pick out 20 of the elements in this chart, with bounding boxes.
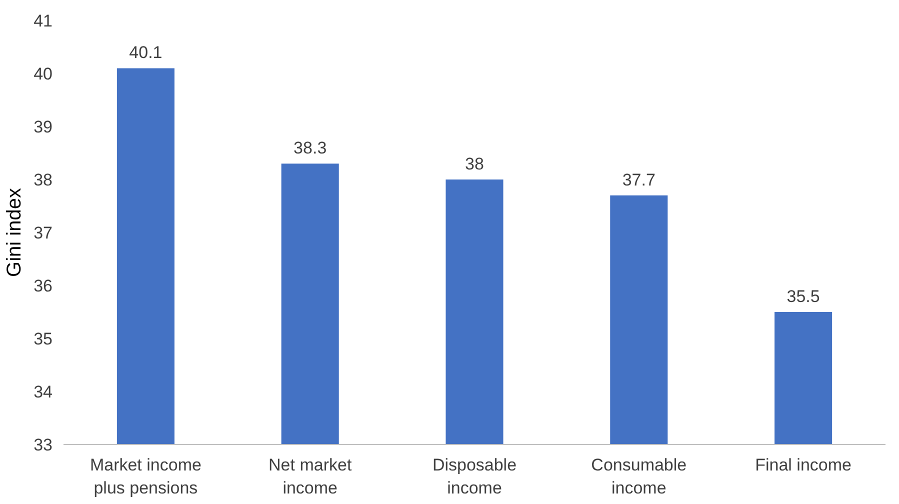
data-label: 37.7 bbox=[622, 170, 656, 190]
y-tick-label: 39 bbox=[34, 118, 53, 136]
y-tick-label: 37 bbox=[34, 224, 53, 242]
data-label: 40.1 bbox=[129, 43, 162, 62]
x-tick-label: Market income plus pensions bbox=[90, 456, 202, 498]
y-tick-label: 34 bbox=[34, 382, 53, 402]
y-tick-label: 41 bbox=[34, 12, 53, 30]
y-tick-label: 35 bbox=[34, 330, 53, 348]
y-tick-label: 36 bbox=[34, 276, 53, 296]
x-tick-label: Net market income bbox=[268, 456, 352, 498]
data-label: 38.3 bbox=[294, 138, 327, 158]
y-tick-label: 38 bbox=[34, 170, 53, 190]
y-tick-label: 40 bbox=[34, 64, 53, 84]
x-tick-label: Final income bbox=[755, 456, 852, 474]
y-axis-title: Gini index bbox=[4, 188, 26, 277]
x-tick-label: Disposable income bbox=[432, 456, 517, 498]
x-tick-label: Consumable income bbox=[591, 456, 687, 498]
data-label: 35.5 bbox=[786, 287, 820, 306]
y-tick-label: 33 bbox=[34, 436, 53, 454]
data-label: 38 bbox=[465, 154, 484, 174]
